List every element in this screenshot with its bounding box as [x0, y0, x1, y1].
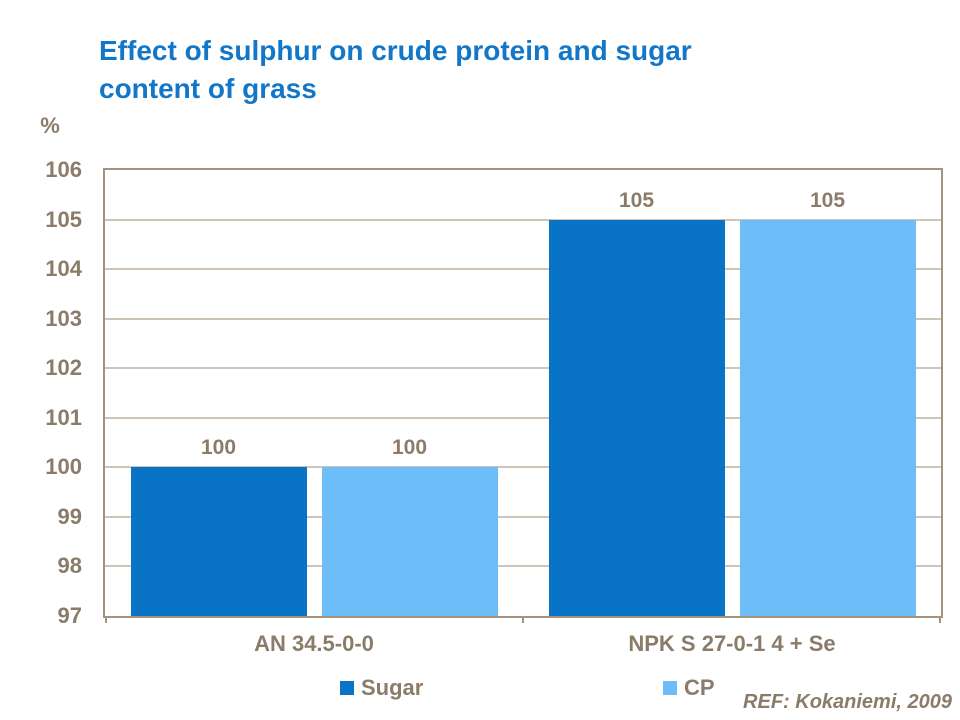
legend-item-sugar: Sugar [340, 675, 424, 700]
plot-area: 100 100 105 105 [103, 168, 943, 623]
legend-item-cp: CP [663, 675, 715, 700]
x-axis-tick [105, 616, 107, 623]
y-axis-tick-label-104: 104 [45, 256, 82, 282]
y-axis-labels: 97 98 99 100 101 102 103 104 105 106 [12, 158, 82, 628]
chart-title-line2: content of grass [99, 73, 317, 104]
bar-value-label: 100 [391, 436, 428, 460]
y-axis-tick-label-105: 105 [45, 206, 82, 232]
bar-cp-2 [739, 219, 916, 616]
gridline-100 [105, 466, 941, 469]
gridline-98 [105, 565, 941, 568]
y-axis-unit-label: % [40, 113, 60, 138]
y-axis-tick-label-97: 97 [57, 603, 82, 628]
bar-sugar-1 [130, 467, 307, 616]
gridline-102 [105, 367, 941, 370]
chart-title: Effect of sulphur on crude protein and s… [99, 32, 839, 108]
x-axis-label-an: AN 34.5-0-0 [254, 631, 374, 656]
gridline-104 [105, 268, 941, 271]
legend-label-sugar: Sugar [361, 675, 424, 700]
chart-title-line1: Effect of sulphur on crude protein and s… [99, 35, 692, 66]
x-axis-tick [939, 616, 941, 623]
y-axis-tick-label-100: 100 [45, 454, 82, 480]
gridline-105 [105, 218, 941, 221]
y-axis-tick-label-102: 102 [45, 355, 82, 381]
y-axis-tick-label-103: 103 [45, 305, 82, 331]
gridline-103 [105, 317, 941, 320]
bar-value-label: 100 [200, 436, 237, 460]
gridline-101 [105, 416, 941, 419]
bar-value-label: 105 [809, 188, 846, 212]
gridline-99 [105, 515, 941, 518]
legend-swatch-cp [663, 681, 677, 695]
y-axis-tick-label-106: 106 [45, 157, 82, 182]
bar-value-label: 105 [618, 188, 655, 212]
reference-text: REF: Kokaniemi, 2009 [743, 691, 952, 713]
x-axis-tick [522, 616, 524, 623]
x-axis-label-npk: NPK S 27-0-1 4 + Se [628, 631, 836, 656]
bar-sugar-2 [548, 219, 725, 616]
y-axis-tick-label-101: 101 [45, 404, 82, 430]
y-axis-tick-label-99: 99 [57, 503, 82, 529]
y-axis-tick-label-98: 98 [57, 553, 82, 579]
bar-cp-1 [321, 467, 498, 616]
legend-label-cp: CP [684, 675, 715, 700]
legend-swatch-sugar [340, 681, 354, 695]
